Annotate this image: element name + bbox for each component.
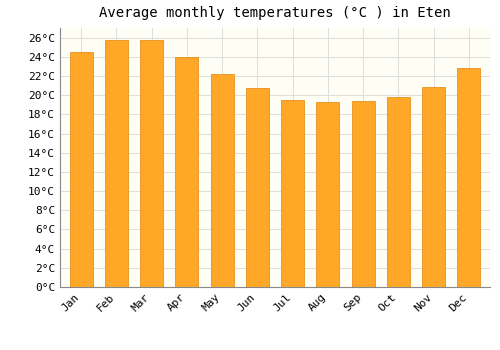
Bar [352, 101, 374, 287]
Bar [458, 68, 480, 287]
Bar [246, 89, 269, 287]
Bar [105, 41, 128, 287]
Title: Average monthly temperatures (°C ) in Eten: Average monthly temperatures (°C ) in Et… [99, 6, 451, 20]
Bar [281, 100, 304, 287]
Bar [140, 41, 163, 287]
Bar [422, 88, 445, 287]
Bar [387, 97, 410, 287]
Bar [70, 52, 92, 287]
Bar [210, 74, 234, 287]
Bar [316, 102, 340, 287]
Bar [176, 57, 199, 287]
